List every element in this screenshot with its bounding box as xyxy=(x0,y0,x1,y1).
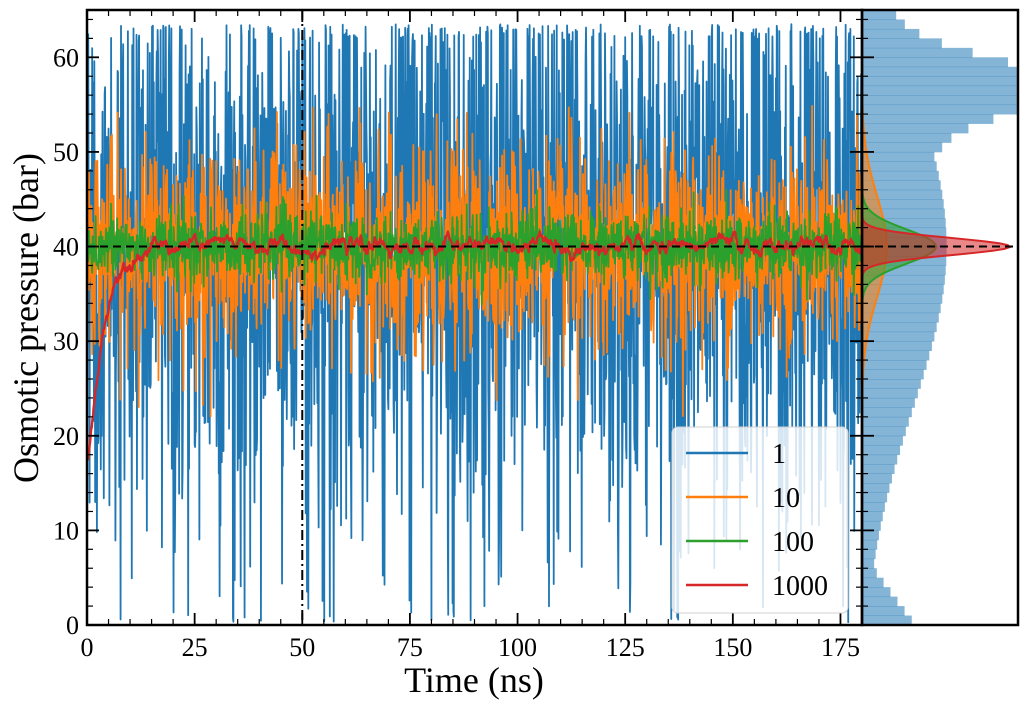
histogram-bin xyxy=(862,492,888,503)
x-tick-label: 125 xyxy=(606,633,645,662)
x-axis-title: Time (ns) xyxy=(404,660,544,700)
histogram-1 xyxy=(862,10,1018,625)
legend-box xyxy=(671,426,849,614)
histogram-bin xyxy=(862,483,890,493)
histogram-bin xyxy=(862,539,878,550)
y-tick-label: 0 xyxy=(66,611,79,640)
histogram-bin xyxy=(862,435,903,446)
histogram-bin xyxy=(862,568,877,579)
histogram-bin xyxy=(862,151,935,162)
marginal-histogram xyxy=(862,10,1018,625)
histogram-bin xyxy=(862,161,937,172)
histogram-bin xyxy=(862,445,901,456)
histogram-bin xyxy=(862,397,915,408)
histogram-bin xyxy=(862,104,1018,115)
histogram-bin xyxy=(862,596,898,607)
histogram-bin xyxy=(862,208,945,219)
y-tick-label: 10 xyxy=(53,516,79,545)
histogram-bin xyxy=(862,331,935,342)
marginal-plot-frame xyxy=(860,8,1020,627)
legend-label-10: 10 xyxy=(772,483,800,514)
histogram-bin xyxy=(862,502,885,512)
histogram-bin xyxy=(862,47,973,58)
histogram-bin xyxy=(862,606,905,616)
histogram-bin xyxy=(862,19,905,30)
legend: 1 10 100 1000 xyxy=(671,426,849,614)
y-tick-label: 40 xyxy=(53,233,79,262)
histogram-bin xyxy=(862,341,932,352)
histogram-bin xyxy=(862,284,944,295)
histogram-bin xyxy=(862,218,946,229)
histogram-bin xyxy=(862,265,946,276)
histogram-bin xyxy=(862,312,939,323)
histogram-bin xyxy=(862,189,943,200)
histogram-bin xyxy=(862,180,941,191)
histogram-bin xyxy=(862,369,924,380)
histogram-bin xyxy=(862,350,930,361)
histogram-bin xyxy=(862,454,898,465)
axis-ticks xyxy=(86,10,874,626)
legend-label-1000: 1000 xyxy=(772,571,828,602)
histogram-bin xyxy=(862,274,945,285)
histogram-bin xyxy=(862,133,952,143)
y-tick-label: 50 xyxy=(53,138,79,167)
series-line-100 xyxy=(87,188,862,306)
y-tick-label: 30 xyxy=(53,327,79,356)
main-plot-series xyxy=(87,23,862,624)
histogram-bin xyxy=(862,95,1018,106)
main-plot-reference-lines xyxy=(87,10,862,625)
histogram-bin xyxy=(862,615,912,625)
legend-label-100: 100 xyxy=(772,527,814,558)
histogram-bin xyxy=(862,426,906,437)
axis-tick-labels: 0 25 50 75 100 125 150 175 0 10 20 30 40 50 60 xyxy=(53,43,860,662)
histogram-bin xyxy=(862,520,881,531)
histogram-bin xyxy=(862,199,944,210)
histogram-bin xyxy=(862,303,941,314)
x-tick-label: 50 xyxy=(289,633,315,662)
x-tick-label: 100 xyxy=(498,633,537,662)
histogram-bin xyxy=(862,464,895,475)
histogram-bin xyxy=(862,170,939,181)
histogram-bin xyxy=(862,76,1018,87)
histogram-bin xyxy=(862,142,943,153)
histogram-bin xyxy=(862,407,912,418)
x-tick-label: 25 xyxy=(182,633,208,662)
series-line-1000 xyxy=(87,230,862,461)
histogram-bin xyxy=(862,57,1009,68)
histogram-bin xyxy=(862,587,891,598)
x-tick-label: 175 xyxy=(821,633,860,662)
histogram-bin xyxy=(862,577,884,588)
histogram-bin xyxy=(862,28,920,39)
histogram-bin xyxy=(862,530,879,541)
y-tick-label: 20 xyxy=(53,422,79,451)
x-tick-label: 75 xyxy=(397,633,423,662)
x-tick-label: 150 xyxy=(713,633,752,662)
histogram-bin xyxy=(862,473,892,484)
legend-label-1: 1 xyxy=(772,439,786,470)
histogram-bin xyxy=(862,388,918,399)
histogram-bin xyxy=(862,416,909,427)
histogram-bin xyxy=(862,114,994,124)
histogram-bin xyxy=(862,511,883,522)
histogram-bin xyxy=(862,558,875,569)
x-tick-label: 0 xyxy=(81,633,94,662)
histogram-fill xyxy=(862,208,1010,285)
histogram-bin xyxy=(862,10,897,20)
histogram-bin xyxy=(862,85,1018,96)
histogram-bin xyxy=(862,293,943,304)
y-axis-title: Osmotic pressure (bar) xyxy=(6,153,46,483)
histogram-bin xyxy=(862,379,921,389)
histogram-bin xyxy=(862,549,876,560)
histogram-bin xyxy=(862,360,927,370)
histogram-bin xyxy=(862,322,937,333)
histogram-bin xyxy=(862,123,969,134)
histogram-bin xyxy=(862,66,1018,77)
y-tick-label: 60 xyxy=(53,43,79,72)
histogram-bin xyxy=(862,38,942,49)
